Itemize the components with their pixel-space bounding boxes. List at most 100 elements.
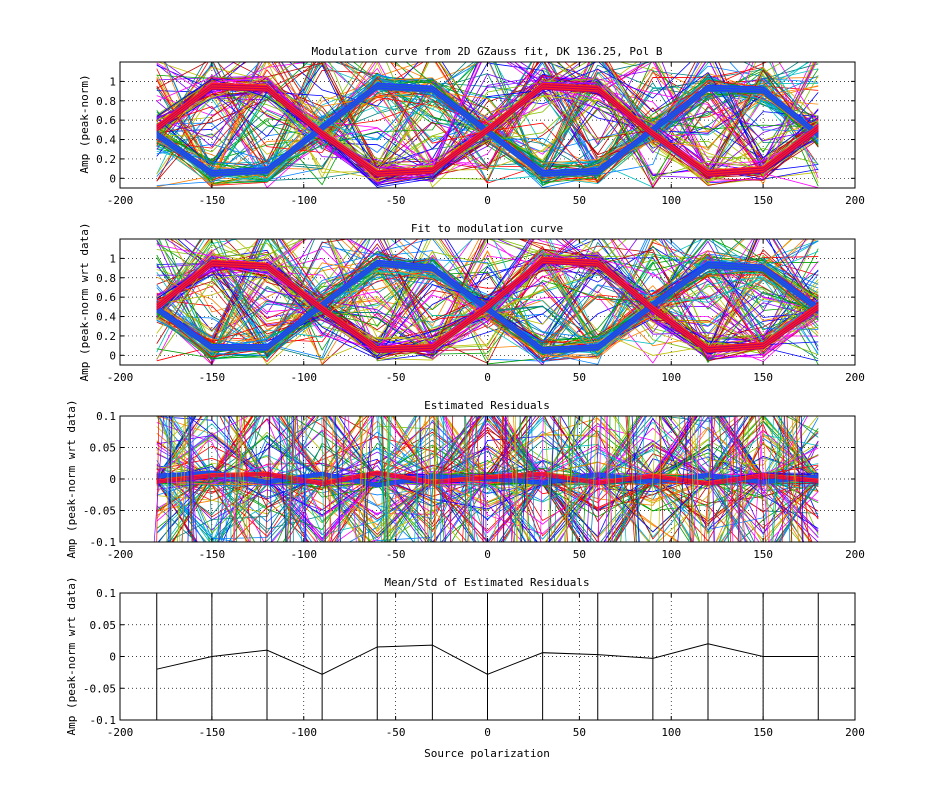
y-tick-label: 0.05 [90, 619, 117, 632]
trace-line [172, 416, 181, 542]
chart-title: Modulation curve from 2D GZauss fit, DK … [312, 45, 663, 58]
y-axis-label: Amp (peak-norm wrt data) [65, 577, 78, 736]
trace-line [758, 416, 769, 542]
trace-line [433, 416, 436, 542]
x-tick-label: 100 [661, 194, 681, 207]
trace-line [233, 416, 245, 542]
y-tick-label: 0.4 [96, 311, 116, 324]
series-line [156, 87, 819, 176]
trace-line [384, 416, 392, 542]
trace-line [604, 416, 612, 542]
trace-line [790, 416, 798, 542]
trace-line [677, 416, 689, 542]
trace-line [471, 416, 475, 542]
trace-line [791, 416, 799, 542]
series-line [156, 261, 819, 352]
trace-line [415, 416, 419, 542]
trace-line [166, 416, 170, 542]
y-tick-label: 1 [109, 75, 116, 88]
y-tick-label: 0.6 [96, 291, 116, 304]
trace-line [586, 416, 594, 542]
trace-line [156, 239, 793, 359]
trace-line [156, 81, 819, 181]
series-line [156, 259, 819, 350]
plot-area [153, 416, 819, 542]
y-tick-label: 1 [109, 252, 116, 265]
trace-line [278, 416, 287, 542]
y-tick-label: 0 [109, 651, 116, 664]
series-line [156, 83, 819, 173]
trace-line [786, 416, 793, 542]
y-axis-label: Amp (peak-norm) [78, 74, 91, 173]
x-tick-label: 50 [573, 194, 586, 207]
y-tick-label: 0.05 [90, 442, 117, 455]
trace-line [156, 239, 819, 359]
x-tick-label: 200 [845, 194, 865, 207]
trace-line [496, 416, 508, 542]
trace-line [559, 416, 568, 542]
trace-line [156, 239, 815, 354]
trace-line [156, 239, 819, 355]
series-line [156, 265, 819, 355]
x-tick-label: 50 [573, 371, 586, 384]
trace-line [218, 416, 230, 542]
trace-line [597, 416, 602, 542]
trace-line [156, 62, 819, 186]
trace-line [725, 416, 730, 542]
chart-title: Fit to modulation curve [411, 222, 563, 235]
trace-line [740, 416, 750, 542]
trace-line [364, 416, 374, 542]
trace-line [156, 416, 800, 542]
y-tick-label: 0 [109, 349, 116, 362]
trace-line [156, 466, 819, 542]
panel-residuals: Estimated Residuals Amp (peak-norm wrt d… [65, 399, 865, 561]
plot-area [156, 62, 819, 188]
trace-line [658, 416, 662, 542]
trace-line [254, 416, 261, 542]
panel-mean-std: Mean/Std of Estimated Residuals Amp (pea… [65, 576, 865, 760]
trace-line [324, 416, 326, 542]
trace-line [419, 416, 426, 542]
trace-line [206, 416, 213, 542]
trace-line [357, 416, 364, 542]
trace-line [526, 416, 528, 542]
series-line [156, 260, 819, 351]
y-tick-label: 0.8 [96, 95, 116, 108]
trace-line [762, 416, 771, 542]
x-tick-label: 200 [845, 371, 865, 384]
trace-line [156, 434, 819, 518]
x-tick-label: -150 [199, 726, 226, 739]
x-axis-label: Source polarization [424, 747, 550, 760]
trace-line [582, 416, 591, 542]
trace-line [156, 416, 819, 542]
trace-line [771, 416, 780, 542]
trace-line [296, 416, 306, 542]
trace-line [626, 416, 638, 542]
series-line [156, 643, 819, 675]
trace-line [521, 416, 531, 542]
y-tick-label: -0.05 [83, 682, 116, 695]
trace-line [362, 416, 373, 542]
trace-line [710, 416, 715, 542]
trace-line [798, 416, 810, 542]
trace-line [424, 416, 426, 542]
trace-line [464, 416, 470, 542]
series-line [156, 470, 819, 483]
trace-line [286, 416, 288, 542]
trace-line [167, 416, 173, 542]
trace-line [156, 271, 819, 363]
x-tick-label: 0 [484, 371, 491, 384]
trace-line [502, 416, 504, 542]
trace-line [730, 416, 736, 542]
x-tick-label: -200 [107, 194, 134, 207]
y-tick-label: -0.1 [90, 714, 117, 727]
x-tick-label: 200 [845, 726, 865, 739]
trace-line [156, 62, 819, 186]
y-tick-label: 0.8 [96, 272, 116, 285]
x-tick-label: -200 [107, 726, 134, 739]
trace-line [388, 416, 390, 542]
trace-line [440, 416, 445, 542]
x-tick-label: -200 [107, 371, 134, 384]
x-tick-label: -50 [386, 726, 406, 739]
